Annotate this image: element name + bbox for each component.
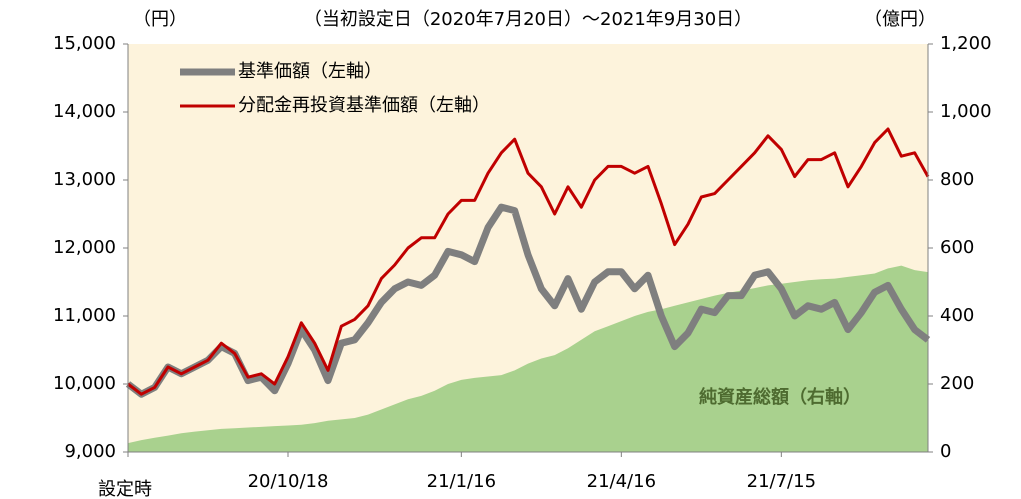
- y-tick-label: 12,000: [53, 237, 116, 258]
- y-unit: （円）: [133, 9, 187, 30]
- y2-tick-label: 400: [940, 305, 974, 326]
- y2-tick-label: 200: [940, 373, 974, 394]
- y2-tick-label: 0: [940, 441, 951, 462]
- legend-label: 基準価額（左軸）: [238, 61, 382, 82]
- y2-tick-label: 1,000: [940, 101, 992, 122]
- y-tick-label: 13,000: [53, 169, 116, 190]
- y-tick-label: 14,000: [53, 101, 116, 122]
- y-tick-label: 15,000: [53, 33, 116, 54]
- y2-tick-label: 600: [940, 237, 974, 258]
- y2-tick-label: 800: [940, 169, 974, 190]
- chart-title: （当初設定日（2020年7月20日）～2021年9月30日）: [304, 9, 752, 30]
- annotation: 純資産総額（右軸）: [699, 386, 861, 408]
- y-tick-label: 10,000: [53, 373, 116, 394]
- y-tick-label: 11,000: [53, 305, 116, 326]
- x-tick-label: 21/7/15: [747, 471, 816, 492]
- x-tick-label: 設定時: [98, 479, 152, 499]
- line: [125, 203, 931, 398]
- area: [128, 265, 928, 452]
- x-tick-label: 20/10/18: [248, 471, 329, 492]
- line: [127, 127, 930, 396]
- x-tick-label: 21/1/16: [427, 471, 496, 492]
- y2-unit: （億円）: [864, 9, 936, 30]
- legend-label: 分配金再投資基準価額（左軸）: [238, 95, 490, 116]
- x-tick-label: 21/4/16: [587, 471, 656, 492]
- y-tick-label: 9,000: [64, 441, 116, 462]
- y2-tick-label: 1,200: [940, 33, 992, 54]
